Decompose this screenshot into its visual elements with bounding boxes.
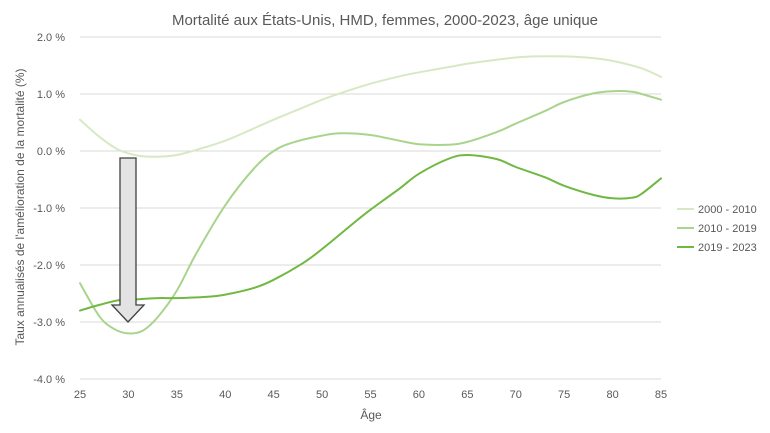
x-tick-label: 45 [268, 389, 280, 401]
y-tick-label: 2.0 % [37, 32, 65, 44]
x-tick-label: 85 [655, 389, 667, 401]
x-axis-ticks: 25 30 35 40 45 50 55 60 65 70 75 80 85 [74, 389, 667, 401]
x-tick-label: 40 [219, 389, 231, 401]
chart-title: Mortalité aux États-Unis, HMD, femmes, 2… [172, 12, 598, 29]
x-tick-label: 70 [510, 389, 522, 401]
gridlines [80, 36, 661, 380]
series-lines [79, 55, 662, 335]
legend-label: 2000 - 2010 [698, 204, 757, 216]
x-axis-label: Âge [360, 407, 382, 422]
legend: 2000 - 2010 2010 - 2019 2019 - 2023 [677, 204, 757, 254]
y-tick-label: -1.0 % [33, 203, 65, 215]
legend-label: 2010 - 2019 [698, 223, 757, 235]
series-line-3 [79, 154, 662, 312]
y-axis-ticks: 2.0 % 1.0 % 0.0 % -1.0 % -2.0 % -3.0 % -4.0 % [33, 32, 65, 386]
y-tick-label: -4.0 % [33, 374, 65, 386]
down-arrow-annotation [110, 157, 146, 323]
y-tick-label: -3.0 % [33, 317, 65, 329]
x-tick-label: 60 [413, 389, 425, 401]
x-tick-label: 35 [171, 389, 183, 401]
y-tick-label: 1.0 % [37, 89, 65, 101]
x-tick-label: 55 [364, 389, 376, 401]
y-axis-label: Taux annualisés de l'amélioration de la … [13, 68, 27, 345]
x-tick-label: 30 [122, 389, 134, 401]
x-tick-label: 65 [461, 389, 473, 401]
x-tick-label: 50 [316, 389, 328, 401]
y-tick-label: 0.0 % [37, 146, 65, 158]
series-line-1 [79, 55, 662, 158]
x-tick-label: 25 [74, 389, 86, 401]
x-tick-label: 75 [558, 389, 570, 401]
x-tick-label: 80 [606, 389, 618, 401]
y-tick-label: -2.0 % [33, 260, 65, 272]
series-line-2 [79, 90, 662, 335]
legend-label: 2019 - 2023 [698, 242, 757, 254]
